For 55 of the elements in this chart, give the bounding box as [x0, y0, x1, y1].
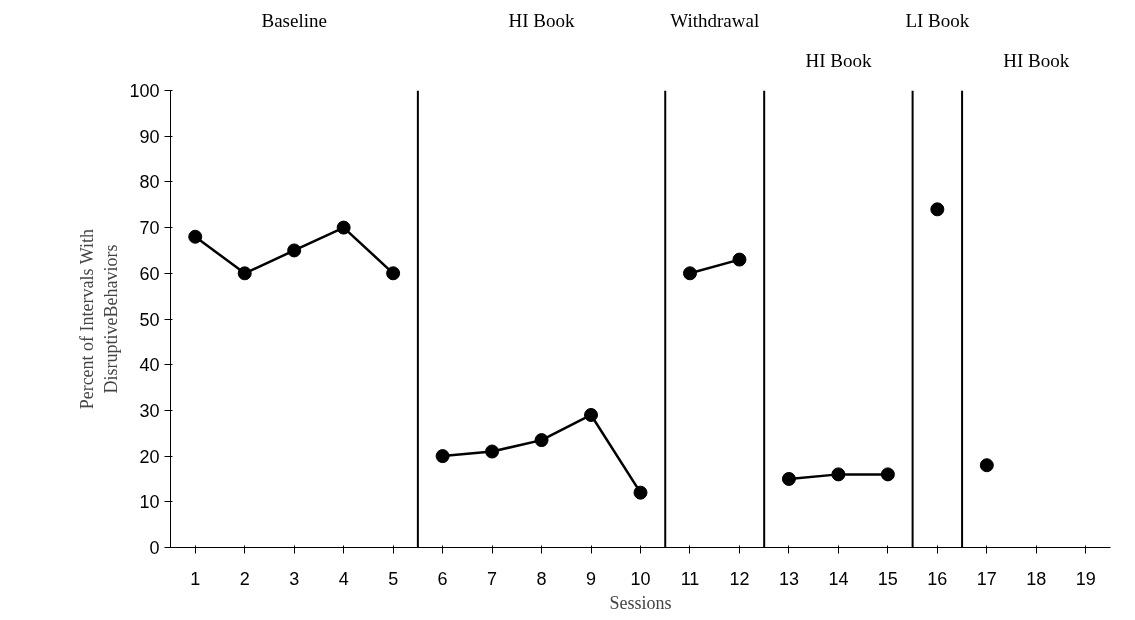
point: [732, 252, 747, 267]
point: [336, 220, 351, 235]
x-tick-label: 1: [190, 568, 201, 589]
x-tick-label: 19: [1075, 568, 1096, 589]
x-tick-label: 12: [729, 568, 750, 589]
point: [979, 458, 994, 473]
point: [584, 407, 599, 422]
text: Baseline: [261, 10, 327, 31]
point: [188, 229, 203, 244]
y-tick-label: 70: [139, 218, 160, 239]
x-tick-label: 8: [536, 568, 547, 589]
y-tick-label: 0: [149, 538, 160, 558]
point: [287, 243, 302, 258]
x-axis-title: Sessions: [609, 592, 672, 613]
x-tick-label: 13: [778, 568, 799, 589]
x-tick-label: 10: [630, 568, 651, 589]
point: [485, 444, 500, 459]
y-tick-label: 10: [139, 492, 160, 513]
y-tick-label: 80: [139, 172, 160, 193]
x-tick-label: 16: [927, 568, 948, 589]
x-tick-label: 14: [828, 568, 849, 589]
y-tick-label: 30: [139, 400, 160, 421]
text: Withdrawal: [670, 10, 760, 31]
x-tick-label: 3: [289, 568, 300, 589]
point: [534, 433, 549, 448]
y-tick-label: 100: [129, 81, 160, 101]
point: [930, 202, 945, 217]
x-tick-label: 4: [338, 568, 349, 589]
point: [386, 266, 401, 281]
point: [682, 266, 697, 281]
y-tick-label: 20: [139, 446, 160, 467]
x-tick-label: 2: [239, 568, 250, 589]
point: [237, 266, 252, 281]
text: HI Book: [508, 10, 576, 31]
point: [831, 467, 846, 482]
x-tick-label: 7: [487, 568, 498, 589]
text: HI Book: [1003, 50, 1070, 71]
x-tick-label: 15: [877, 568, 898, 589]
point: [880, 467, 895, 482]
x-tick-label: 17: [976, 568, 997, 589]
x-tick-label: 11: [680, 568, 700, 589]
y-tick-label: 90: [139, 126, 160, 147]
x-tick-label: 18: [1026, 568, 1047, 589]
text: HI Book: [805, 50, 872, 71]
text: LI Book: [905, 10, 970, 31]
y-tick-label: 40: [139, 355, 160, 376]
x-tick-label: 9: [586, 568, 597, 589]
y-tick-label: 60: [139, 263, 160, 284]
y-axis-title: Percent of Intervals With DisruptiveBehaviors: [77, 228, 122, 410]
point: [633, 485, 648, 500]
point: [435, 449, 450, 464]
point: [781, 471, 796, 486]
x-tick-label: 6: [437, 568, 448, 589]
x-tick-label: 5: [388, 568, 399, 589]
y-tick-label: 50: [139, 309, 160, 330]
